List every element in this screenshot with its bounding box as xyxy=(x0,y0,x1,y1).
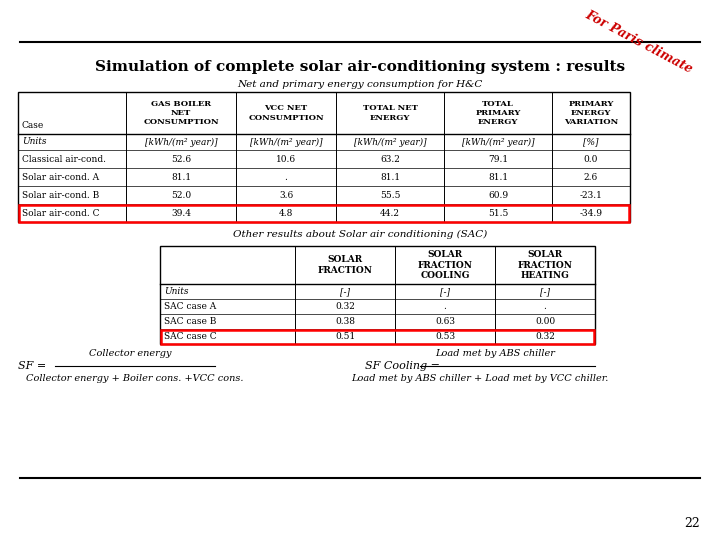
Text: SAC case A: SAC case A xyxy=(164,302,216,311)
Text: -23.1: -23.1 xyxy=(580,191,603,199)
Text: Solar air-cond. A: Solar air-cond. A xyxy=(22,172,99,181)
Text: 0.53: 0.53 xyxy=(435,332,455,341)
Text: Simulation of complete solar air-conditioning system : results: Simulation of complete solar air-conditi… xyxy=(95,60,625,74)
Text: .: . xyxy=(544,302,546,311)
Bar xyxy=(19,205,629,221)
Text: SF =: SF = xyxy=(18,361,46,371)
Bar xyxy=(18,92,630,222)
Text: SF Cooling =: SF Cooling = xyxy=(365,361,440,371)
Text: [kWh/(m² year)]: [kWh/(m² year)] xyxy=(250,138,323,146)
Text: SOLAR
FRACTION
COOLING: SOLAR FRACTION COOLING xyxy=(418,250,472,280)
Text: 22: 22 xyxy=(684,517,700,530)
Text: 81.1: 81.1 xyxy=(488,172,508,181)
Text: Collector energy: Collector energy xyxy=(89,349,171,358)
Text: -34.9: -34.9 xyxy=(580,208,603,218)
Text: Case: Case xyxy=(22,121,44,130)
Text: 55.5: 55.5 xyxy=(379,191,400,199)
Text: Units: Units xyxy=(164,287,189,296)
Text: [kWh/(m² year)]: [kWh/(m² year)] xyxy=(462,138,534,146)
Text: 60.9: 60.9 xyxy=(488,191,508,199)
Text: [-]: [-] xyxy=(540,287,550,296)
Text: [%]: [%] xyxy=(583,138,599,146)
Text: TOTAL
PRIMARY
ENERGY: TOTAL PRIMARY ENERGY xyxy=(475,100,521,126)
Text: Load met by ABS chiller + Load met by VCC chiller.: Load met by ABS chiller + Load met by VC… xyxy=(351,374,608,383)
Text: Classical air-cond.: Classical air-cond. xyxy=(22,154,106,164)
Text: 39.4: 39.4 xyxy=(171,208,191,218)
Text: 10.6: 10.6 xyxy=(276,154,296,164)
Text: 79.1: 79.1 xyxy=(488,154,508,164)
Text: TOTAL NET
ENERGY: TOTAL NET ENERGY xyxy=(363,104,418,122)
Text: 81.1: 81.1 xyxy=(380,172,400,181)
Text: 0.32: 0.32 xyxy=(335,302,355,311)
Text: For Paris climate: For Paris climate xyxy=(583,8,695,76)
Text: SAC case C: SAC case C xyxy=(164,332,217,341)
Text: 3.6: 3.6 xyxy=(279,191,293,199)
Text: 52.0: 52.0 xyxy=(171,191,191,199)
Bar xyxy=(161,329,594,343)
Text: SOLAR
FRACTION
HEATING: SOLAR FRACTION HEATING xyxy=(518,250,572,280)
Bar xyxy=(160,246,595,344)
Text: 0.51: 0.51 xyxy=(335,332,355,341)
Text: 0.0: 0.0 xyxy=(584,154,598,164)
Text: Solar air-cond. C: Solar air-cond. C xyxy=(22,208,99,218)
Text: 81.1: 81.1 xyxy=(171,172,191,181)
Text: 4.8: 4.8 xyxy=(279,208,293,218)
Text: 44.2: 44.2 xyxy=(380,208,400,218)
Text: [kWh/(m² year)]: [kWh/(m² year)] xyxy=(145,138,217,146)
Text: 52.6: 52.6 xyxy=(171,154,191,164)
Text: [kWh/(m² year)]: [kWh/(m² year)] xyxy=(354,138,426,146)
Text: SAC case B: SAC case B xyxy=(164,317,217,326)
Text: Other results about Solar air conditioning (SAC): Other results about Solar air conditioni… xyxy=(233,230,487,239)
Text: 0.00: 0.00 xyxy=(535,317,555,326)
Text: .: . xyxy=(284,172,287,181)
Text: 0.38: 0.38 xyxy=(335,317,355,326)
Text: 2.6: 2.6 xyxy=(584,172,598,181)
Text: Load met by ABS chiller: Load met by ABS chiller xyxy=(435,349,555,358)
Text: Units: Units xyxy=(22,138,47,146)
Text: 0.32: 0.32 xyxy=(535,332,555,341)
Text: GAS BOILER
NET
CONSUMPTION: GAS BOILER NET CONSUMPTION xyxy=(143,100,219,126)
Text: SOLAR
FRACTION: SOLAR FRACTION xyxy=(318,255,372,275)
Text: 63.2: 63.2 xyxy=(380,154,400,164)
Text: Solar air-cond. B: Solar air-cond. B xyxy=(22,191,99,199)
Text: [-]: [-] xyxy=(340,287,350,296)
Text: 51.5: 51.5 xyxy=(488,208,508,218)
Text: VCC NET
CONSUMPTION: VCC NET CONSUMPTION xyxy=(248,104,324,122)
Text: 0.63: 0.63 xyxy=(435,317,455,326)
Text: [-]: [-] xyxy=(440,287,450,296)
Text: .: . xyxy=(444,302,446,311)
Text: Net and primary energy consumption for H&C: Net and primary energy consumption for H… xyxy=(238,80,482,89)
Text: Collector energy + Boiler cons. +VCC cons.: Collector energy + Boiler cons. +VCC con… xyxy=(26,374,244,383)
Text: PRIMARY
ENERGY
VARIATION: PRIMARY ENERGY VARIATION xyxy=(564,100,618,126)
